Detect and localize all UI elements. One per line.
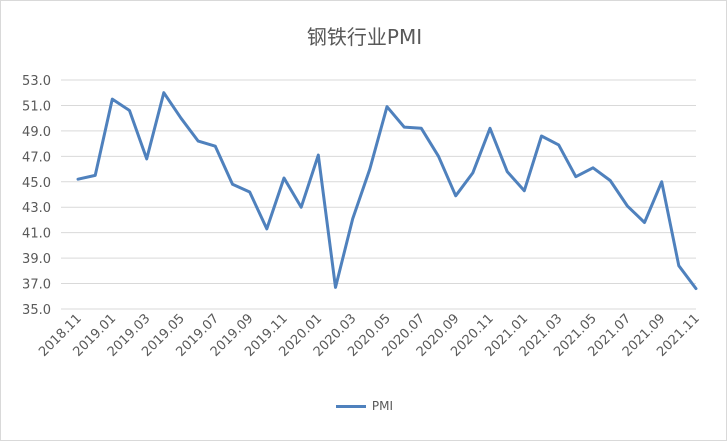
y-axis-ticks: 35.0 37.0 39.0 41.0 43.0 45.0 47.0 49.0 51.0 53.0 xyxy=(22,74,51,318)
series-line-pmi xyxy=(76,91,698,291)
data-point xyxy=(111,98,114,101)
data-point xyxy=(386,105,389,108)
y-tick-label: 43.0 xyxy=(22,201,51,216)
data-point xyxy=(557,143,560,146)
data-point xyxy=(677,264,680,267)
data-point xyxy=(248,190,251,193)
legend-swatch-pmi xyxy=(335,404,366,408)
gridlines xyxy=(61,79,696,285)
data-point xyxy=(351,217,354,220)
data-point xyxy=(454,194,457,197)
y-tick-label: 49.0 xyxy=(22,125,51,140)
data-point xyxy=(609,179,612,182)
data-point xyxy=(334,286,337,289)
y-tick-label: 47.0 xyxy=(22,150,51,165)
data-point xyxy=(506,170,509,173)
x-axis-ticks: 2018.112019.012019.032019.052019.072019.… xyxy=(36,311,703,360)
data-point xyxy=(231,183,234,186)
data-point xyxy=(180,117,183,120)
data-point xyxy=(437,155,440,158)
data-point xyxy=(214,145,217,148)
data-point xyxy=(626,204,629,207)
y-tick-label: 45.0 xyxy=(22,176,51,191)
chart-title: 钢铁行业PMI xyxy=(306,25,423,49)
y-tick-label: 51.0 xyxy=(22,99,51,114)
data-point xyxy=(660,180,663,183)
y-tick-label: 53.0 xyxy=(22,74,51,89)
data-point xyxy=(94,174,97,177)
y-tick-label: 37.0 xyxy=(22,278,51,293)
series-group xyxy=(76,91,698,291)
data-point xyxy=(283,176,286,179)
data-point xyxy=(540,134,543,137)
data-point xyxy=(77,178,80,181)
data-point xyxy=(162,91,165,94)
data-point xyxy=(471,171,474,174)
data-point xyxy=(574,175,577,178)
data-point xyxy=(300,206,303,209)
data-point xyxy=(403,126,406,129)
legend: PMI xyxy=(1,399,727,413)
y-tick-label: 39.0 xyxy=(22,252,51,267)
data-point xyxy=(420,127,423,130)
data-point xyxy=(317,154,320,157)
y-tick-label: 41.0 xyxy=(22,227,51,242)
data-point xyxy=(592,166,595,169)
data-point xyxy=(368,168,371,171)
data-point xyxy=(265,227,268,230)
data-point xyxy=(695,287,698,290)
data-point xyxy=(128,109,131,112)
data-point xyxy=(489,127,492,130)
data-point xyxy=(643,221,646,224)
data-point xyxy=(197,140,200,143)
legend-label-pmi: PMI xyxy=(371,399,394,413)
y-tick-label: 35.0 xyxy=(22,303,51,318)
data-point xyxy=(523,189,526,192)
data-point xyxy=(145,157,148,160)
